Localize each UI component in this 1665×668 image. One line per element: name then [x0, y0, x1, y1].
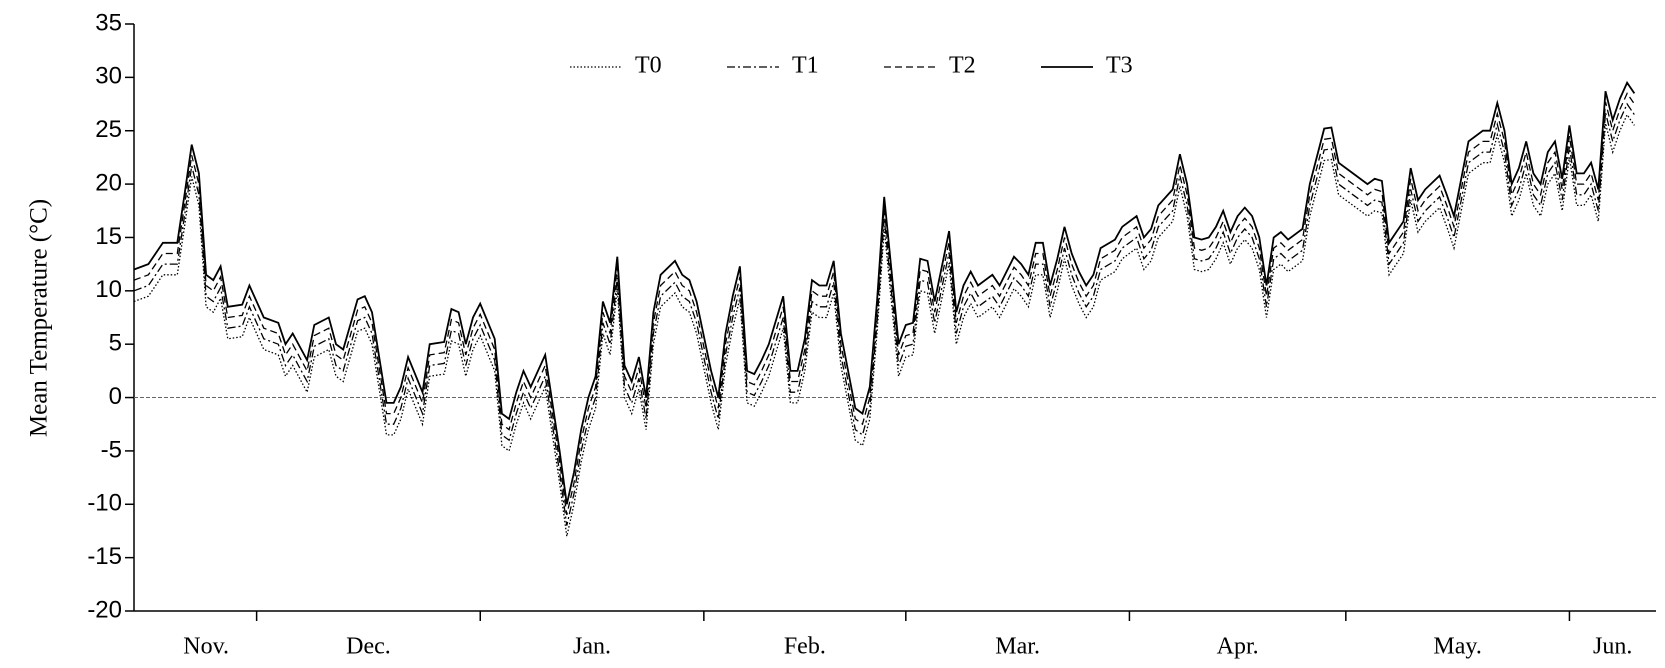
- x-tick-label: Jun.: [1593, 634, 1632, 660]
- y-tick-label: -15: [87, 543, 122, 570]
- series-line: [133, 113, 1635, 537]
- legend-label: T3: [1106, 53, 1133, 79]
- legend-label: T2: [949, 53, 976, 79]
- y-axis-label: Mean Temperature (°C): [26, 199, 53, 437]
- y-tick-label: 10: [95, 276, 122, 303]
- y-tick-label: 15: [95, 223, 122, 250]
- series-line: [133, 102, 1635, 526]
- series-line: [133, 92, 1635, 516]
- y-tick-label: -5: [101, 436, 122, 463]
- y-tick-label: 20: [95, 169, 122, 196]
- y-tick-label: 5: [109, 330, 122, 357]
- y-tick-label: 30: [95, 63, 122, 90]
- y-tick-label: -10: [87, 490, 122, 517]
- x-tick-label: May.: [1433, 634, 1481, 660]
- series-line: [133, 80, 1636, 505]
- x-tick-label: Mar.: [995, 634, 1040, 660]
- y-tick-label: 0: [109, 383, 122, 410]
- y-tick-label: -20: [87, 596, 122, 623]
- legend-label: T0: [635, 53, 662, 79]
- x-tick-label: Dec.: [346, 634, 391, 660]
- x-tick-label: Jan.: [573, 634, 611, 660]
- x-tick-label: Nov.: [183, 634, 229, 660]
- legend-label: T1: [792, 53, 819, 79]
- x-tick-label: Feb.: [784, 634, 826, 660]
- y-tick-label: 35: [95, 9, 122, 36]
- y-tick-label: 25: [95, 116, 122, 143]
- x-tick-label: Apr.: [1217, 634, 1259, 660]
